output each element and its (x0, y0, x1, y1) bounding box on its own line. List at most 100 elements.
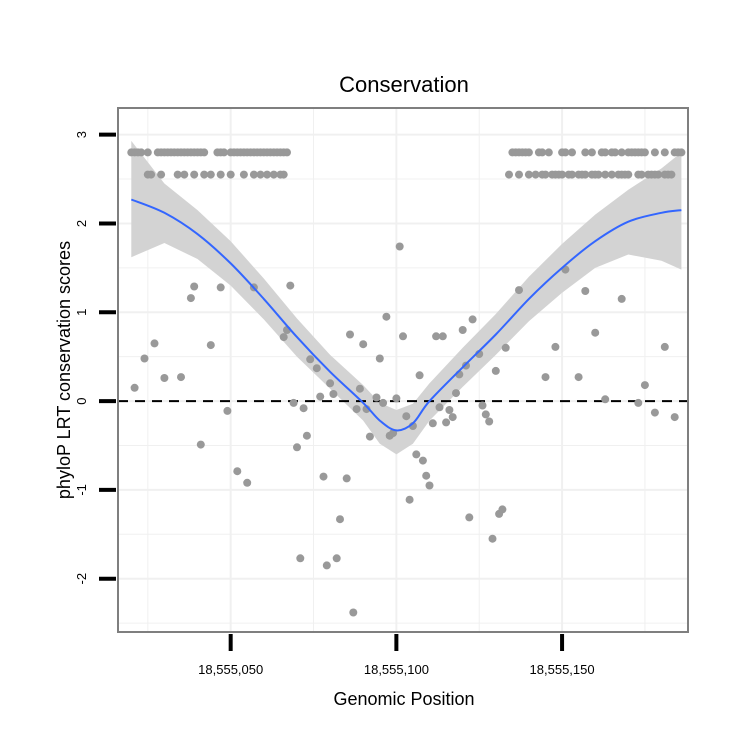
data-point (601, 395, 610, 404)
data-points (127, 148, 686, 617)
data-point (346, 330, 354, 339)
data-point (319, 472, 328, 481)
data-point (435, 403, 444, 412)
data-point (405, 495, 414, 504)
data-point (147, 170, 156, 179)
data-point (249, 170, 258, 179)
data-point (422, 471, 431, 480)
chart-title: Conservation (339, 72, 469, 97)
data-point (140, 354, 149, 363)
data-point (438, 332, 447, 341)
x-tick-label: 18,555,100 (364, 662, 429, 677)
data-point (316, 392, 325, 401)
data-point (544, 148, 553, 157)
data-point (342, 474, 351, 483)
data-point (206, 341, 215, 350)
data-point (352, 405, 361, 414)
data-point (150, 339, 159, 348)
data-point (286, 281, 295, 290)
data-point (491, 366, 500, 375)
data-point (306, 355, 315, 364)
data-point (478, 401, 487, 410)
data-point (382, 312, 391, 321)
data-point (412, 450, 421, 459)
data-point (524, 148, 533, 157)
data-point (143, 148, 152, 157)
smooth-trend-line (130, 198, 682, 432)
data-point (243, 478, 252, 487)
data-point (206, 170, 215, 179)
data-point (485, 417, 494, 426)
data-point (481, 410, 490, 419)
plot-frame (117, 107, 689, 633)
data-point (538, 148, 547, 157)
data-point (392, 394, 401, 403)
data-point (359, 340, 368, 349)
data-point (329, 390, 338, 398)
data-point (650, 408, 659, 417)
data-point (524, 170, 533, 179)
data-point (220, 148, 228, 157)
data-point (458, 326, 467, 334)
data-point (654, 170, 663, 179)
data-point (399, 332, 407, 341)
data-point (190, 170, 199, 179)
data-point (541, 170, 550, 179)
data-point (177, 373, 185, 382)
data-point (130, 383, 139, 392)
data-point (239, 170, 248, 179)
data-point (233, 467, 242, 476)
data-point (601, 148, 610, 157)
data-point (332, 554, 341, 563)
data-point (498, 505, 507, 514)
data-point (428, 419, 437, 428)
data-point (442, 418, 451, 427)
data-point (216, 283, 225, 292)
x-axis-ticks: 18,555,050 18,555,100 18,555,150 (198, 634, 595, 677)
data-point (200, 148, 209, 157)
data-point (196, 440, 205, 449)
data-point (302, 431, 311, 440)
data-point (541, 373, 550, 382)
y-axis-ticks: -2 -1 0 1 2 3 (74, 131, 116, 584)
data-point (312, 364, 321, 373)
data-point (372, 393, 381, 402)
data-point (591, 328, 600, 337)
data-point (289, 398, 298, 407)
x-axis-label: Genomic Position (333, 689, 474, 709)
data-point (190, 282, 199, 291)
data-point (558, 170, 567, 179)
data-point (574, 373, 583, 382)
data-point (640, 381, 649, 390)
data-point (634, 398, 643, 407)
data-point (561, 148, 570, 157)
y-tick-label: 3 (74, 131, 89, 138)
data-point (607, 170, 616, 179)
data-point (336, 515, 344, 524)
y-tick-label: 1 (74, 309, 89, 316)
x-tick-label: 18,555,150 (530, 662, 595, 677)
data-point (293, 443, 301, 452)
data-point (640, 148, 649, 157)
data-point (256, 170, 265, 179)
data-point (322, 561, 331, 570)
data-point (468, 315, 477, 324)
data-point (462, 361, 470, 370)
data-point (365, 432, 374, 441)
plot-panel (118, 108, 688, 632)
data-point (650, 148, 659, 157)
data-point (660, 148, 669, 157)
data-point (173, 170, 182, 179)
data-point (263, 170, 272, 179)
data-point (279, 170, 288, 179)
data-point (223, 406, 232, 415)
data-point (551, 342, 560, 351)
data-point (617, 294, 626, 303)
data-point (186, 294, 195, 303)
data-point (283, 148, 291, 157)
y-tick-label: -1 (74, 484, 89, 496)
y-tick-label: -2 (74, 573, 89, 585)
data-point (432, 332, 441, 341)
data-point (568, 148, 576, 157)
data-point (594, 170, 603, 179)
